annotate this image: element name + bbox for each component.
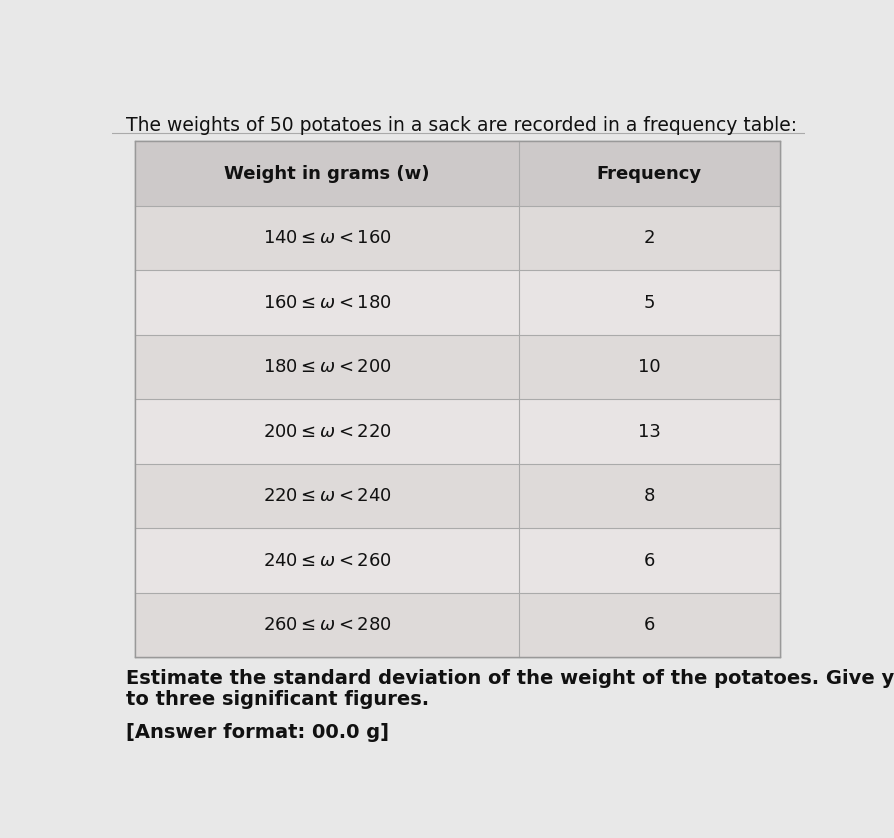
Text: 2: 2 [644,229,655,247]
Text: $200 \leq \omega< 220$: $200 \leq \omega< 220$ [263,422,392,441]
Text: 8: 8 [644,487,655,505]
Bar [135,142,780,206]
Bar [135,528,780,592]
Bar [135,335,780,400]
Text: $260 \leq \omega< 280$: $260 \leq \omega< 280$ [263,616,392,634]
Text: $220 \leq \omega< 240$: $220 \leq \omega< 240$ [263,487,392,505]
Bar [135,271,780,335]
Bar [135,142,780,657]
Text: $180 \leq \omega< 200$: $180 \leq \omega< 200$ [263,358,392,376]
Bar [135,206,780,271]
Text: The weights of 50 potatoes in a sack are recorded in a frequency table:: The weights of 50 potatoes in a sack are… [126,116,797,135]
Text: [Answer format: 00.0 g]: [Answer format: 00.0 g] [126,722,389,742]
Bar [135,400,780,463]
Text: Weight in grams (w): Weight in grams (w) [224,164,430,183]
Bar [135,592,780,657]
Text: 5: 5 [644,293,655,312]
Text: to three significant figures.: to three significant figures. [126,691,429,710]
Text: 6: 6 [644,616,655,634]
Text: $140 \leq \omega< 160$: $140 \leq \omega< 160$ [263,229,392,247]
Text: Estimate the standard deviation of the weight of the potatoes. Give your answer: Estimate the standard deviation of the w… [126,669,894,688]
Text: $240 \leq \omega< 260$: $240 \leq \omega< 260$ [263,551,392,570]
Text: 10: 10 [638,358,661,376]
Text: 13: 13 [637,422,661,441]
Text: Frequency: Frequency [596,164,702,183]
Text: $160 \leq \omega< 180$: $160 \leq \omega< 180$ [263,293,392,312]
Bar [135,463,780,528]
Text: 6: 6 [644,551,655,570]
